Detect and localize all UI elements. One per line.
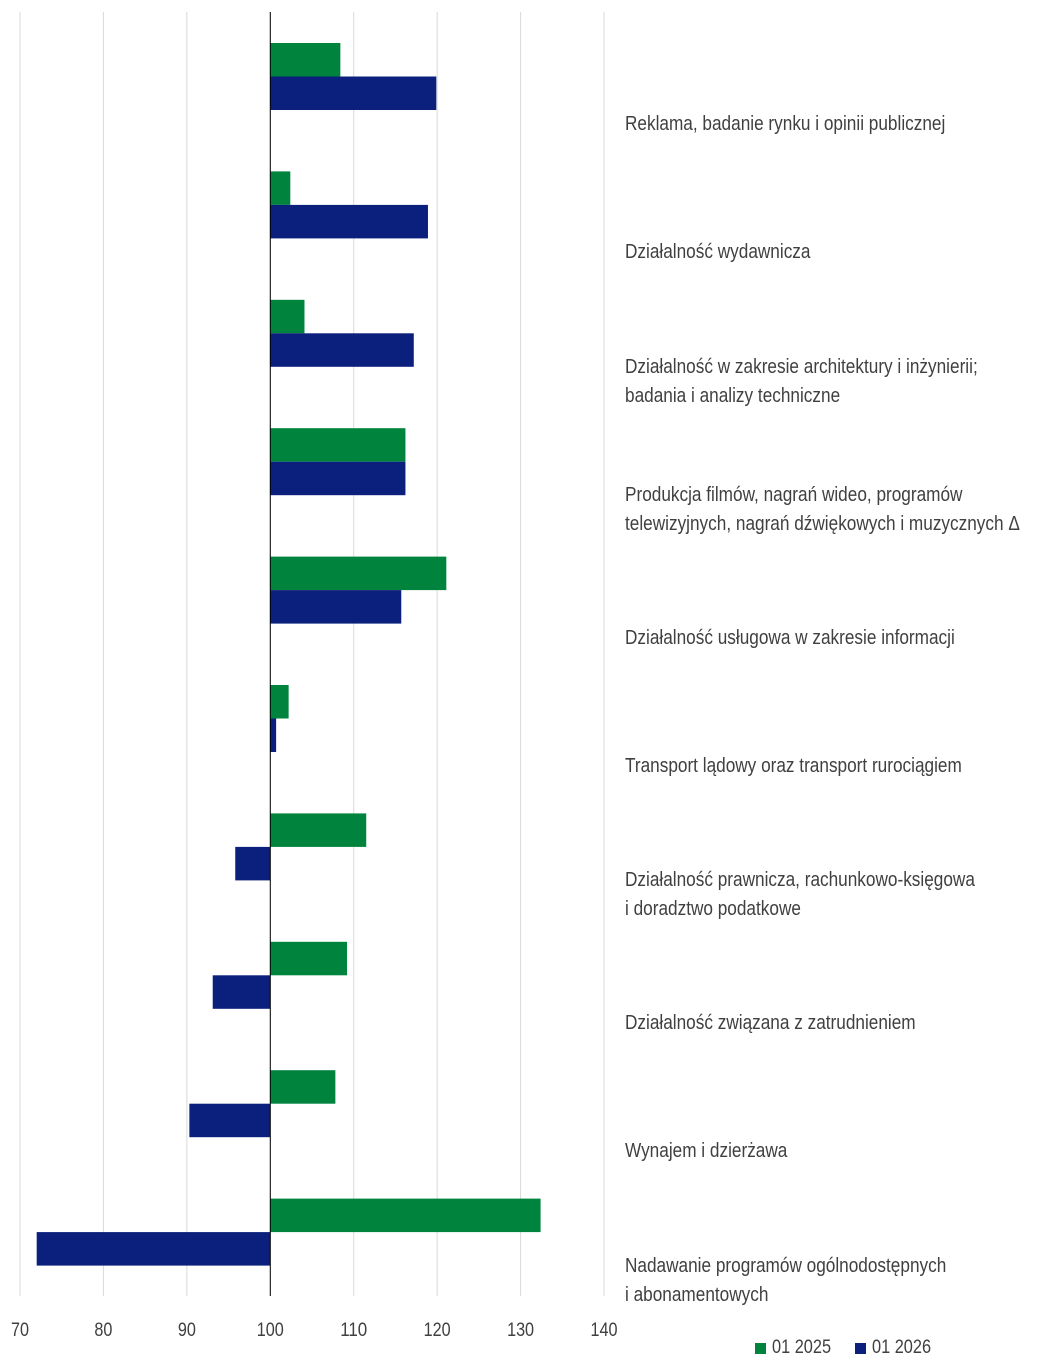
legend-item-2026: 01 2026 [854, 1337, 941, 1359]
category-label-line: Działalność usługowa w zakresie informac… [625, 626, 955, 649]
bar-2025-9 [270, 1198, 541, 1233]
bar-2025-7 [270, 941, 348, 976]
bar-2025-2 [270, 299, 305, 334]
category-label-line: Działalność wydawnicza [625, 241, 811, 264]
category-label-line: Działalność związana z zatrudnieniem [625, 1011, 916, 1034]
category-label-line: Produkcja filmów, nagrań wideo, programó… [625, 484, 963, 507]
x-tick-label-90: 90 [178, 1320, 196, 1341]
bar-2025-6 [270, 813, 367, 847]
category-label-line: Działalność w zakresie architektury i in… [625, 355, 978, 378]
bar-2026-8 [189, 1103, 271, 1138]
category-label: Działalność związana z zatrudnieniem [625, 1009, 995, 1038]
category-label-line: Reklama, badanie rynku i opinii publiczn… [625, 113, 946, 135]
category-label-line: telewizyjnych, nagrań dźwiękowych i muzy… [625, 513, 1020, 536]
category-label-line: badania i analizy techniczne [625, 384, 841, 407]
bar-2026-5 [270, 718, 277, 752]
x-tick-label-100: 100 [257, 1320, 284, 1341]
bar-2025-5 [270, 685, 289, 719]
category-label-line: i doradztwo podatkowe [625, 898, 801, 921]
bar-2025-4 [270, 556, 447, 591]
legend: 01 2025 01 2026 [755, 1336, 954, 1360]
x-tick-label-140: 140 [591, 1320, 618, 1341]
category-label-line: Wynajem i dzierżawa [625, 1140, 788, 1163]
x-tick-label-130: 130 [507, 1320, 534, 1341]
legend-item-2025: 01 2025 [755, 1337, 841, 1359]
x-tick-label-120: 120 [424, 1320, 451, 1341]
bar-2025-3 [270, 428, 406, 462]
category-label: Nadawanie programów ogólnodostępnych i ab… [625, 1252, 995, 1310]
bar-2026-7 [212, 975, 271, 1009]
category-label: Działalność w zakresie architektury i in… [625, 353, 995, 411]
category-label: Wynajem i dzierżawa [625, 1137, 995, 1166]
category-label: Działalność wydawnicza [625, 238, 995, 267]
legend-swatch-2026 [854, 1342, 866, 1354]
bar-2026-2 [270, 333, 414, 367]
x-tick-label-70: 70 [11, 1320, 29, 1341]
legend-swatch-2025 [755, 1342, 766, 1354]
bar-2025-8 [270, 1070, 336, 1104]
legend-label-2026: 01 2026 [871, 1337, 931, 1358]
bar-2026-4 [270, 590, 402, 624]
bar-2026-1 [270, 204, 428, 239]
x-tick-label-110: 110 [340, 1320, 367, 1341]
category-label: Reklama, badanie rynku i opinii publiczn… [625, 110, 995, 139]
category-label-line: i abonamentowych [625, 1283, 769, 1306]
bar-2025-1 [270, 171, 291, 205]
x-axis: 70 80 90 100 110 120 130 140 [11, 12, 618, 1341]
category-label-line: Transport lądowy oraz transport rurociąg… [625, 755, 962, 777]
category-label: Działalność usługowa w zakresie informac… [625, 624, 995, 653]
bar-2025-0 [270, 43, 341, 77]
category-label: Produkcja filmów, nagrań wideo, programó… [625, 481, 1020, 539]
bars [36, 43, 541, 1266]
category-label: Transport lądowy oraz transport rurociąg… [625, 752, 995, 781]
bar-2026-3 [270, 461, 406, 496]
category-label-line: Nadawanie programów ogólnodostępnych [625, 1254, 947, 1277]
category-label-line: Działalność prawnicza, rachunkowo-księgo… [625, 869, 975, 892]
bar-2026-0 [270, 76, 437, 110]
bar-2026-9 [36, 1232, 271, 1266]
bar-2026-6 [235, 846, 271, 881]
x-tick-label-80: 80 [94, 1320, 112, 1341]
legend-label-2025: 01 2025 [772, 1337, 832, 1358]
category-label: Działalność prawnicza, rachunkowo-księgo… [625, 866, 995, 924]
